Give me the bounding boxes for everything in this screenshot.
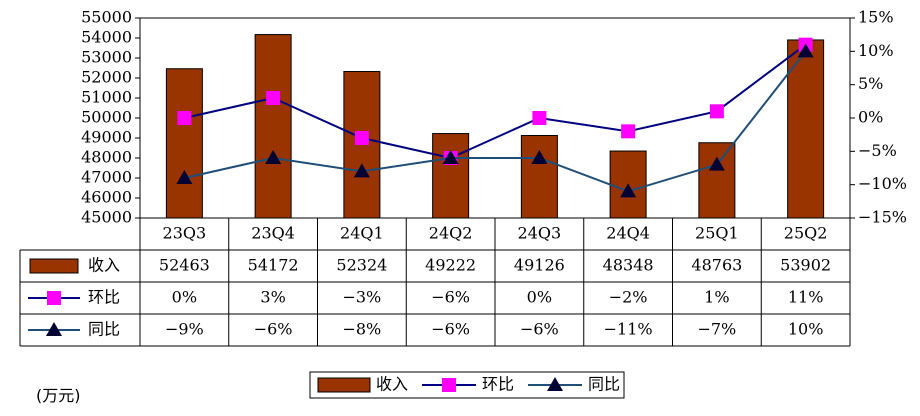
y-left-tick-label: 48000 xyxy=(81,148,132,167)
table-cell-mom: −2% xyxy=(609,288,648,307)
table-cell-yoy: −7% xyxy=(697,320,736,339)
bar-revenue-24Q3 xyxy=(520,134,558,219)
table-cell-mom: −3% xyxy=(342,288,381,307)
y-left-tick-label: 49000 xyxy=(81,128,132,147)
x-tick-label: 25Q1 xyxy=(695,224,739,243)
y-right-tick-label: 15% xyxy=(858,8,894,27)
y-left-tick-label: 45000 xyxy=(81,208,132,227)
table-cell-revenue: 52463 xyxy=(159,256,210,275)
y-right-tick-label: −10% xyxy=(858,174,907,193)
table-cell-mom: 0% xyxy=(527,288,552,307)
y-right-tick-label: −5% xyxy=(858,141,897,160)
row-header-mom: 环比 xyxy=(88,288,120,307)
table-cell-yoy: −6% xyxy=(254,320,293,339)
table-cell-revenue: 48348 xyxy=(603,256,654,275)
table-cell-mom: 0% xyxy=(172,288,197,307)
table-cell-yoy: 10% xyxy=(788,320,824,339)
table-cell-revenue: 49126 xyxy=(514,256,565,275)
unit-label: (万元) xyxy=(36,386,81,405)
table-cell-revenue: 48763 xyxy=(691,256,742,275)
table-cell-yoy: −11% xyxy=(604,320,653,339)
bar-revenue-23Q4 xyxy=(254,34,292,219)
marker-mom-24Q1 xyxy=(354,131,369,145)
x-tick-label: 23Q4 xyxy=(251,224,295,243)
table-cell-revenue: 49222 xyxy=(425,256,476,275)
y-left-tick-label: 50000 xyxy=(81,108,132,127)
y-left-tick-label: 51000 xyxy=(81,88,132,107)
y-left-tick-label: 55000 xyxy=(81,8,132,27)
x-tick-label: 23Q3 xyxy=(163,224,207,243)
table-cell-mom: 11% xyxy=(788,288,824,307)
legend xyxy=(309,371,625,399)
marker-yoy-24Q1 xyxy=(353,163,370,178)
marker-mom-23Q4 xyxy=(266,91,281,105)
row-header-revenue: 收入 xyxy=(88,256,120,275)
table-cell-revenue: 54172 xyxy=(248,256,299,275)
table-cell-mom: 3% xyxy=(260,288,285,307)
marker-yoy-24Q2 xyxy=(442,150,459,164)
y-right-tick-label: −15% xyxy=(858,208,907,227)
legend-key-marker-yoy xyxy=(547,377,563,391)
marker-yoy-23Q3 xyxy=(176,170,193,184)
plot-area xyxy=(139,17,851,219)
y-left-tick-label: 53000 xyxy=(81,48,132,67)
table-cell-yoy: −8% xyxy=(342,320,381,339)
legend-label-revenue: 收入 xyxy=(376,375,408,394)
table-cell-revenue: 52324 xyxy=(336,256,387,275)
bar-revenue-23Q3 xyxy=(165,68,203,219)
marker-yoy-23Q4 xyxy=(265,150,282,164)
legend-key-revenue xyxy=(317,377,371,393)
table-cell-mom: 1% xyxy=(704,288,729,307)
marker-yoy-24Q4 xyxy=(620,183,637,198)
row-header-yoy: 同比 xyxy=(88,320,120,339)
y-left-tick-label: 47000 xyxy=(81,168,132,187)
marker-mom-25Q1 xyxy=(709,104,724,119)
marker-mom-24Q3 xyxy=(532,111,547,125)
y-right-tick-label: 0% xyxy=(858,108,883,127)
row-key-revenue xyxy=(29,258,79,274)
bar-revenue-24Q2 xyxy=(432,133,470,219)
y-left-tick-label: 54000 xyxy=(81,28,132,47)
x-tick-label: 24Q4 xyxy=(606,224,650,243)
x-tick-label: 24Q3 xyxy=(518,224,562,243)
legend-label-yoy: 同比 xyxy=(588,375,620,394)
x-tick-label: 25Q2 xyxy=(784,224,828,243)
bar-revenue-25Q1 xyxy=(698,142,736,219)
y-right-tick-label: 10% xyxy=(858,41,894,60)
x-tick-label: 24Q1 xyxy=(340,224,384,243)
line-mom xyxy=(184,43,807,160)
row-key-marker-mom xyxy=(47,291,61,305)
legend-key-marker-mom xyxy=(442,378,456,392)
table-cell-revenue: 53902 xyxy=(780,256,831,275)
row-key-marker-yoy xyxy=(46,322,62,336)
legend-label-mom: 环比 xyxy=(482,375,514,394)
table-cell-yoy: −6% xyxy=(520,320,559,339)
y-left-tick-label: 46000 xyxy=(81,188,132,207)
marker-yoy-25Q1 xyxy=(708,156,725,171)
marker-yoy-25Q2 xyxy=(797,43,814,58)
marker-mom-23Q3 xyxy=(177,111,192,125)
table-cell-yoy: −6% xyxy=(431,320,470,339)
x-tick-label: 24Q2 xyxy=(429,224,473,243)
line-yoy xyxy=(184,50,807,193)
table-cell-mom: −6% xyxy=(431,288,470,307)
marker-yoy-24Q3 xyxy=(531,150,548,164)
table-cell-yoy: −9% xyxy=(165,320,204,339)
y-left-tick-label: 52000 xyxy=(81,68,132,87)
y-right-tick-label: 5% xyxy=(858,74,883,93)
marker-mom-24Q4 xyxy=(621,124,636,139)
